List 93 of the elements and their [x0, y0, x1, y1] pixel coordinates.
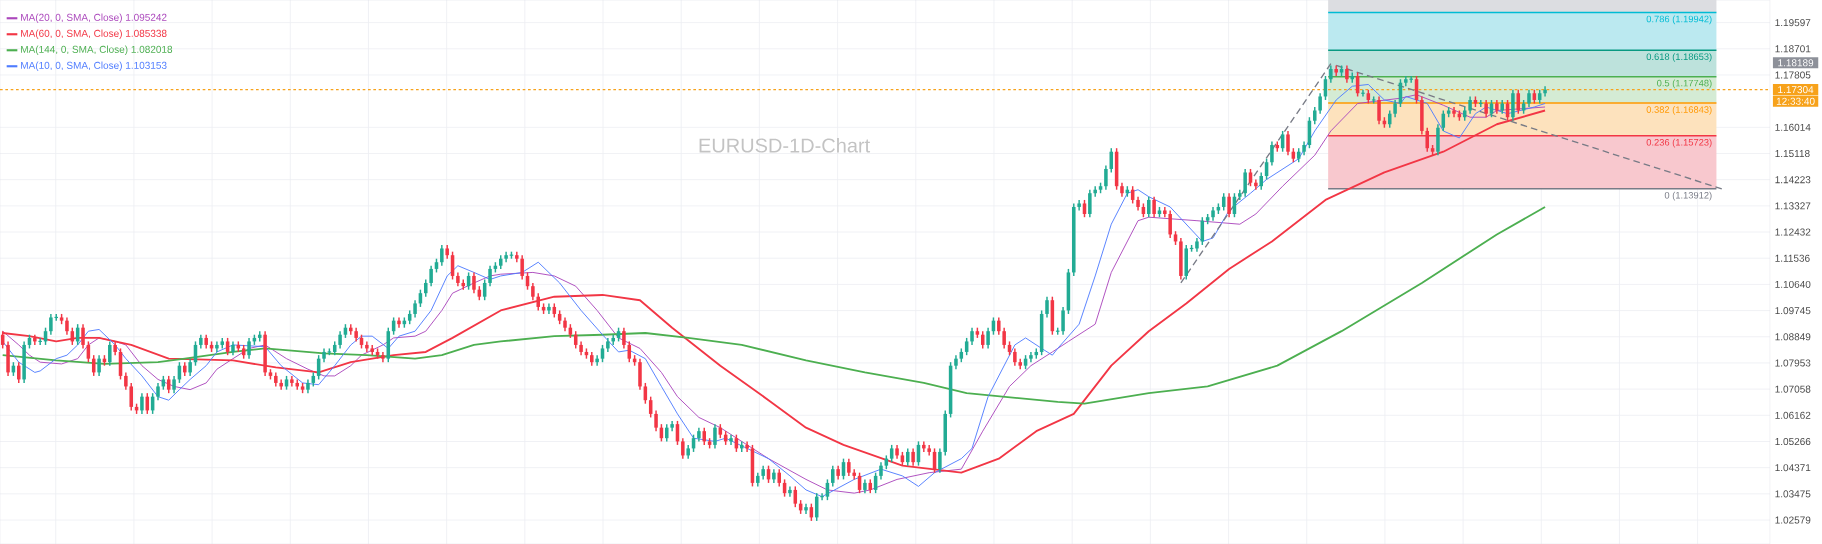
y-tick-label: 1.07953 [1775, 359, 1811, 367]
candlestick [819, 492, 825, 501]
y-tick-label: 1.18701 [1775, 45, 1811, 53]
candlestick [1436, 123, 1440, 156]
candlestick [140, 392, 144, 415]
ref-line-label: 1.17304 [1778, 86, 1814, 94]
candlestick [1511, 89, 1515, 122]
y-tick-label: 1.03475 [1775, 490, 1811, 498]
candlestick [1254, 178, 1258, 191]
candlestick [81, 323, 85, 350]
candlestick [1543, 85, 1547, 98]
ref-line-label: 0.236 (1.15723) [1646, 138, 1712, 148]
candlestick [922, 440, 926, 453]
y-tick-label: 1.06162 [1775, 411, 1811, 419]
candlestick [547, 302, 551, 315]
y-tick-label: 1.16014 [1775, 123, 1811, 131]
y-tick-label: 1.11536 [1775, 254, 1810, 262]
candlestick [1104, 164, 1108, 191]
legend-label: MA(60, 0, SMA, Close) 1.085338 [21, 29, 167, 39]
candlestick [365, 340, 369, 353]
candlestick [1408, 75, 1414, 84]
legend-label: MA(20, 0, SMA, Close) 1.095242 [21, 13, 167, 23]
candlestick [1227, 192, 1231, 218]
ref-line-label: 0 (1.13912) [1664, 191, 1712, 201]
text: 1.18189 [1778, 59, 1814, 67]
candlestick [1377, 95, 1381, 125]
candlestick [1318, 92, 1322, 115]
candlestick [488, 264, 492, 287]
y-tick-label: 1.05266 [1775, 437, 1811, 446]
y-tick-label: 1.09745 [1775, 307, 1811, 315]
ref-line-label: 0.5 (1.17748) [1657, 79, 1712, 89]
y-tick-label: 1.10640 [1775, 280, 1811, 288]
candlestick [397, 316, 401, 329]
candlestick [16, 361, 21, 384]
candlestick [37, 337, 43, 346]
y-tick-label: 1.15118 [1775, 149, 1810, 158]
candlestick [1061, 306, 1065, 336]
candlestick [215, 340, 219, 353]
y-tick-label: 1.19597 [1775, 19, 1811, 27]
ref-line-label: 0.618 (1.18653) [1646, 53, 1712, 62]
candlestick [831, 464, 835, 488]
candlestick [97, 354, 101, 377]
candlestick [788, 485, 792, 498]
candlestick [472, 271, 476, 294]
candlestick [429, 264, 433, 287]
candlestick [1270, 140, 1274, 167]
candlestick [611, 333, 615, 346]
candlestick [129, 382, 133, 412]
candlestick [108, 340, 112, 367]
candlestick [1152, 195, 1156, 218]
candlestick [745, 440, 749, 453]
y-tick-label: 1.13327 [1775, 202, 1811, 210]
candlestick [33, 333, 37, 346]
candlestick [1146, 195, 1151, 218]
y-tick-label: 1.12432 [1775, 228, 1811, 236]
y-tick-label: 1.04371 [1775, 464, 1811, 472]
y-tick-label: 1.14223 [1775, 176, 1811, 184]
candlestick [440, 244, 444, 267]
y-tick-label: 1.07058 [1775, 385, 1811, 393]
legend-label: MA(10, 0, SMA, Close) 1.103153 [21, 61, 167, 71]
candlestick [1093, 185, 1097, 198]
candlestick [279, 378, 283, 391]
candlestick [520, 254, 524, 281]
candlestick [1360, 89, 1366, 98]
candlestick [681, 437, 685, 460]
line-series [1, 206, 1546, 405]
candlestick [595, 354, 599, 367]
candlestick [654, 409, 658, 432]
candlestick [622, 326, 626, 350]
candlestick [1243, 168, 1247, 198]
text: EURUSD-1D-Chart [699, 137, 871, 153]
legend-label: MA(144, 0, SMA, Close) 1.082018 [21, 45, 173, 55]
candlestick [247, 337, 251, 360]
candlestick [852, 468, 856, 481]
candlestick [804, 502, 808, 515]
candlestick [713, 423, 717, 450]
y-tick-label: 1.02579 [1775, 516, 1811, 524]
y-tick-label: 1.08849 [1775, 333, 1811, 341]
y-tick-label: 1.17805 [1775, 71, 1811, 79]
candlestick [729, 433, 733, 446]
candlestick [938, 447, 942, 474]
candlestick [1045, 295, 1049, 319]
candlestick [1334, 64, 1338, 77]
candlestick [1002, 326, 1006, 350]
ref-line-label: 0.382 (1.16843) [1646, 106, 1712, 115]
candlestick [1088, 188, 1092, 218]
ref-line-label: 0.786 (1.19942) [1646, 15, 1712, 25]
candlestick [349, 323, 353, 336]
candlestick [1478, 99, 1484, 108]
candlestick [986, 326, 990, 350]
candlestick [1168, 209, 1172, 239]
text: 12:33:40 [1776, 97, 1815, 105]
candlestick [1286, 130, 1290, 156]
